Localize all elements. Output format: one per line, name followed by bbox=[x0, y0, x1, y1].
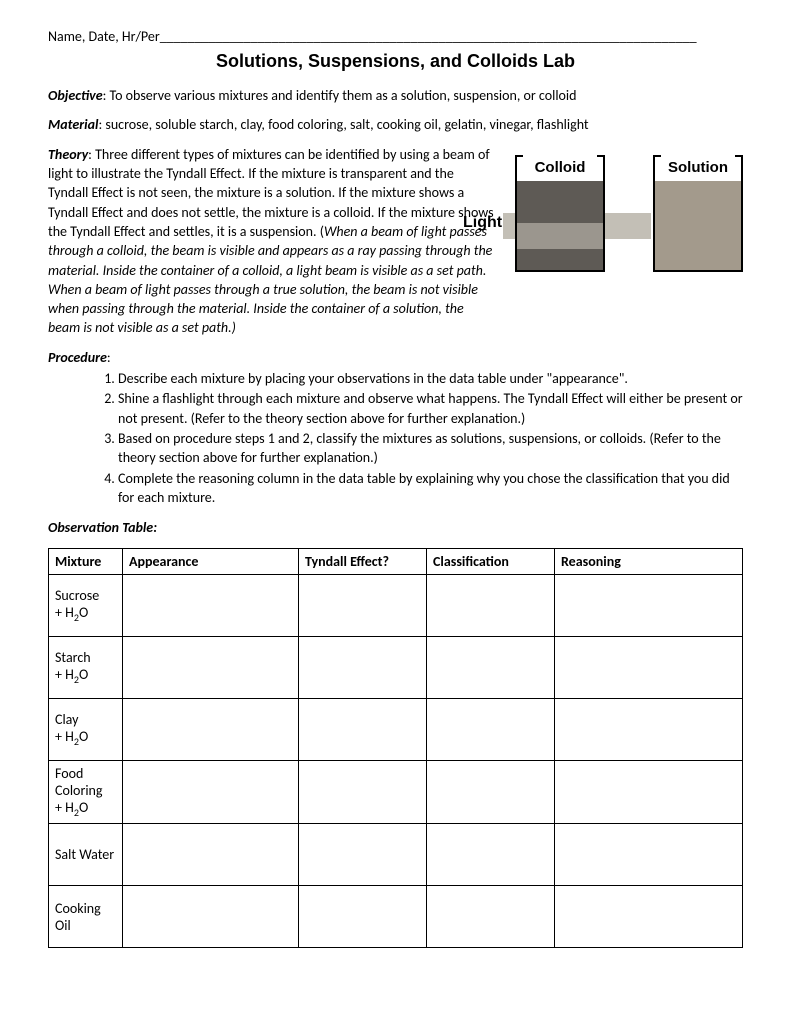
mixture-cell: Starch+ H2O bbox=[49, 637, 123, 699]
empty-cell[interactable] bbox=[299, 886, 427, 948]
mixture-cell: FoodColoring+ H2O bbox=[49, 761, 123, 824]
table-row: CookingOil bbox=[49, 886, 743, 948]
light-label: Light bbox=[463, 212, 502, 234]
empty-cell[interactable] bbox=[299, 824, 427, 886]
mixture-cell: Clay+ H2O bbox=[49, 699, 123, 761]
mixture-cell: Salt Water bbox=[49, 824, 123, 886]
table-row: Starch+ H2O bbox=[49, 637, 743, 699]
empty-cell[interactable] bbox=[123, 699, 299, 761]
empty-cell[interactable] bbox=[555, 637, 743, 699]
empty-cell[interactable] bbox=[427, 886, 555, 948]
colloid-beaker: Colloid bbox=[515, 157, 605, 272]
table-row: Clay+ H2O bbox=[49, 699, 743, 761]
procedure-item: Shine a flashlight through each mixture … bbox=[118, 389, 743, 428]
table-row: Sucrose+ H2O bbox=[49, 575, 743, 637]
empty-cell[interactable] bbox=[123, 824, 299, 886]
empty-cell[interactable] bbox=[299, 761, 427, 824]
empty-cell[interactable] bbox=[555, 761, 743, 824]
procedure-item: Complete the reasoning column in the dat… bbox=[118, 469, 743, 508]
page-title: Solutions, Suspensions, and Colloids Lab bbox=[48, 51, 743, 72]
col-tyndall: Tyndall Effect? bbox=[299, 549, 427, 575]
empty-cell[interactable] bbox=[427, 637, 555, 699]
empty-cell[interactable] bbox=[555, 699, 743, 761]
table-row: Salt Water bbox=[49, 824, 743, 886]
empty-cell[interactable] bbox=[555, 824, 743, 886]
col-reasoning: Reasoning bbox=[555, 549, 743, 575]
mixture-cell: CookingOil bbox=[49, 886, 123, 948]
table-body: Sucrose+ H2OStarch+ H2OClay+ H2OFoodColo… bbox=[49, 575, 743, 948]
procedure-list: Describe each mixture by placing your ob… bbox=[118, 369, 743, 507]
procedure-section: Procedure: Describe each mixture by plac… bbox=[48, 348, 743, 508]
empty-cell[interactable] bbox=[427, 761, 555, 824]
theory-text: Theory: Three different types of mixture… bbox=[48, 145, 495, 338]
empty-cell[interactable] bbox=[427, 699, 555, 761]
empty-cell[interactable] bbox=[123, 886, 299, 948]
col-appearance: Appearance bbox=[123, 549, 299, 575]
material-section: Material: sucrose, soluble starch, clay,… bbox=[48, 115, 743, 134]
empty-cell[interactable] bbox=[299, 575, 427, 637]
empty-cell[interactable] bbox=[123, 637, 299, 699]
theory-label: Theory bbox=[48, 146, 88, 163]
objective-label: Objective bbox=[48, 87, 103, 104]
procedure-label: Procedure bbox=[48, 349, 107, 366]
tyndall-diagram: Light Colloid Solution bbox=[503, 147, 743, 277]
empty-cell[interactable] bbox=[299, 637, 427, 699]
procedure-item: Based on procedure steps 1 and 2, classi… bbox=[118, 429, 743, 468]
table-header-row: Mixture Appearance Tyndall Effect? Class… bbox=[49, 549, 743, 575]
empty-cell[interactable] bbox=[123, 761, 299, 824]
observation-table-label: Observation Table: bbox=[48, 519, 743, 536]
solution-beaker: Solution bbox=[653, 157, 743, 272]
empty-cell[interactable] bbox=[427, 575, 555, 637]
col-classification: Classification bbox=[427, 549, 555, 575]
objective-text: : To observe various mixtures and identi… bbox=[103, 87, 577, 104]
col-mixture: Mixture bbox=[49, 549, 123, 575]
empty-cell[interactable] bbox=[299, 699, 427, 761]
header-line: Name, Date, Hr/Per______________________… bbox=[48, 28, 743, 45]
empty-cell[interactable] bbox=[555, 575, 743, 637]
solution-label: Solution bbox=[657, 157, 739, 180]
observation-table: Mixture Appearance Tyndall Effect? Class… bbox=[48, 548, 743, 948]
empty-cell[interactable] bbox=[123, 575, 299, 637]
table-row: FoodColoring+ H2O bbox=[49, 761, 743, 824]
objective-section: Objective: To observe various mixtures a… bbox=[48, 86, 743, 105]
material-text: : sucrose, soluble starch, clay, food co… bbox=[98, 116, 588, 133]
material-label: Material bbox=[48, 116, 98, 133]
procedure-item: Describe each mixture by placing your ob… bbox=[118, 369, 743, 388]
theory-section: Theory: Three different types of mixture… bbox=[48, 145, 743, 338]
empty-cell[interactable] bbox=[555, 886, 743, 948]
mixture-cell: Sucrose+ H2O bbox=[49, 575, 123, 637]
colloid-label: Colloid bbox=[519, 157, 601, 180]
empty-cell[interactable] bbox=[427, 824, 555, 886]
